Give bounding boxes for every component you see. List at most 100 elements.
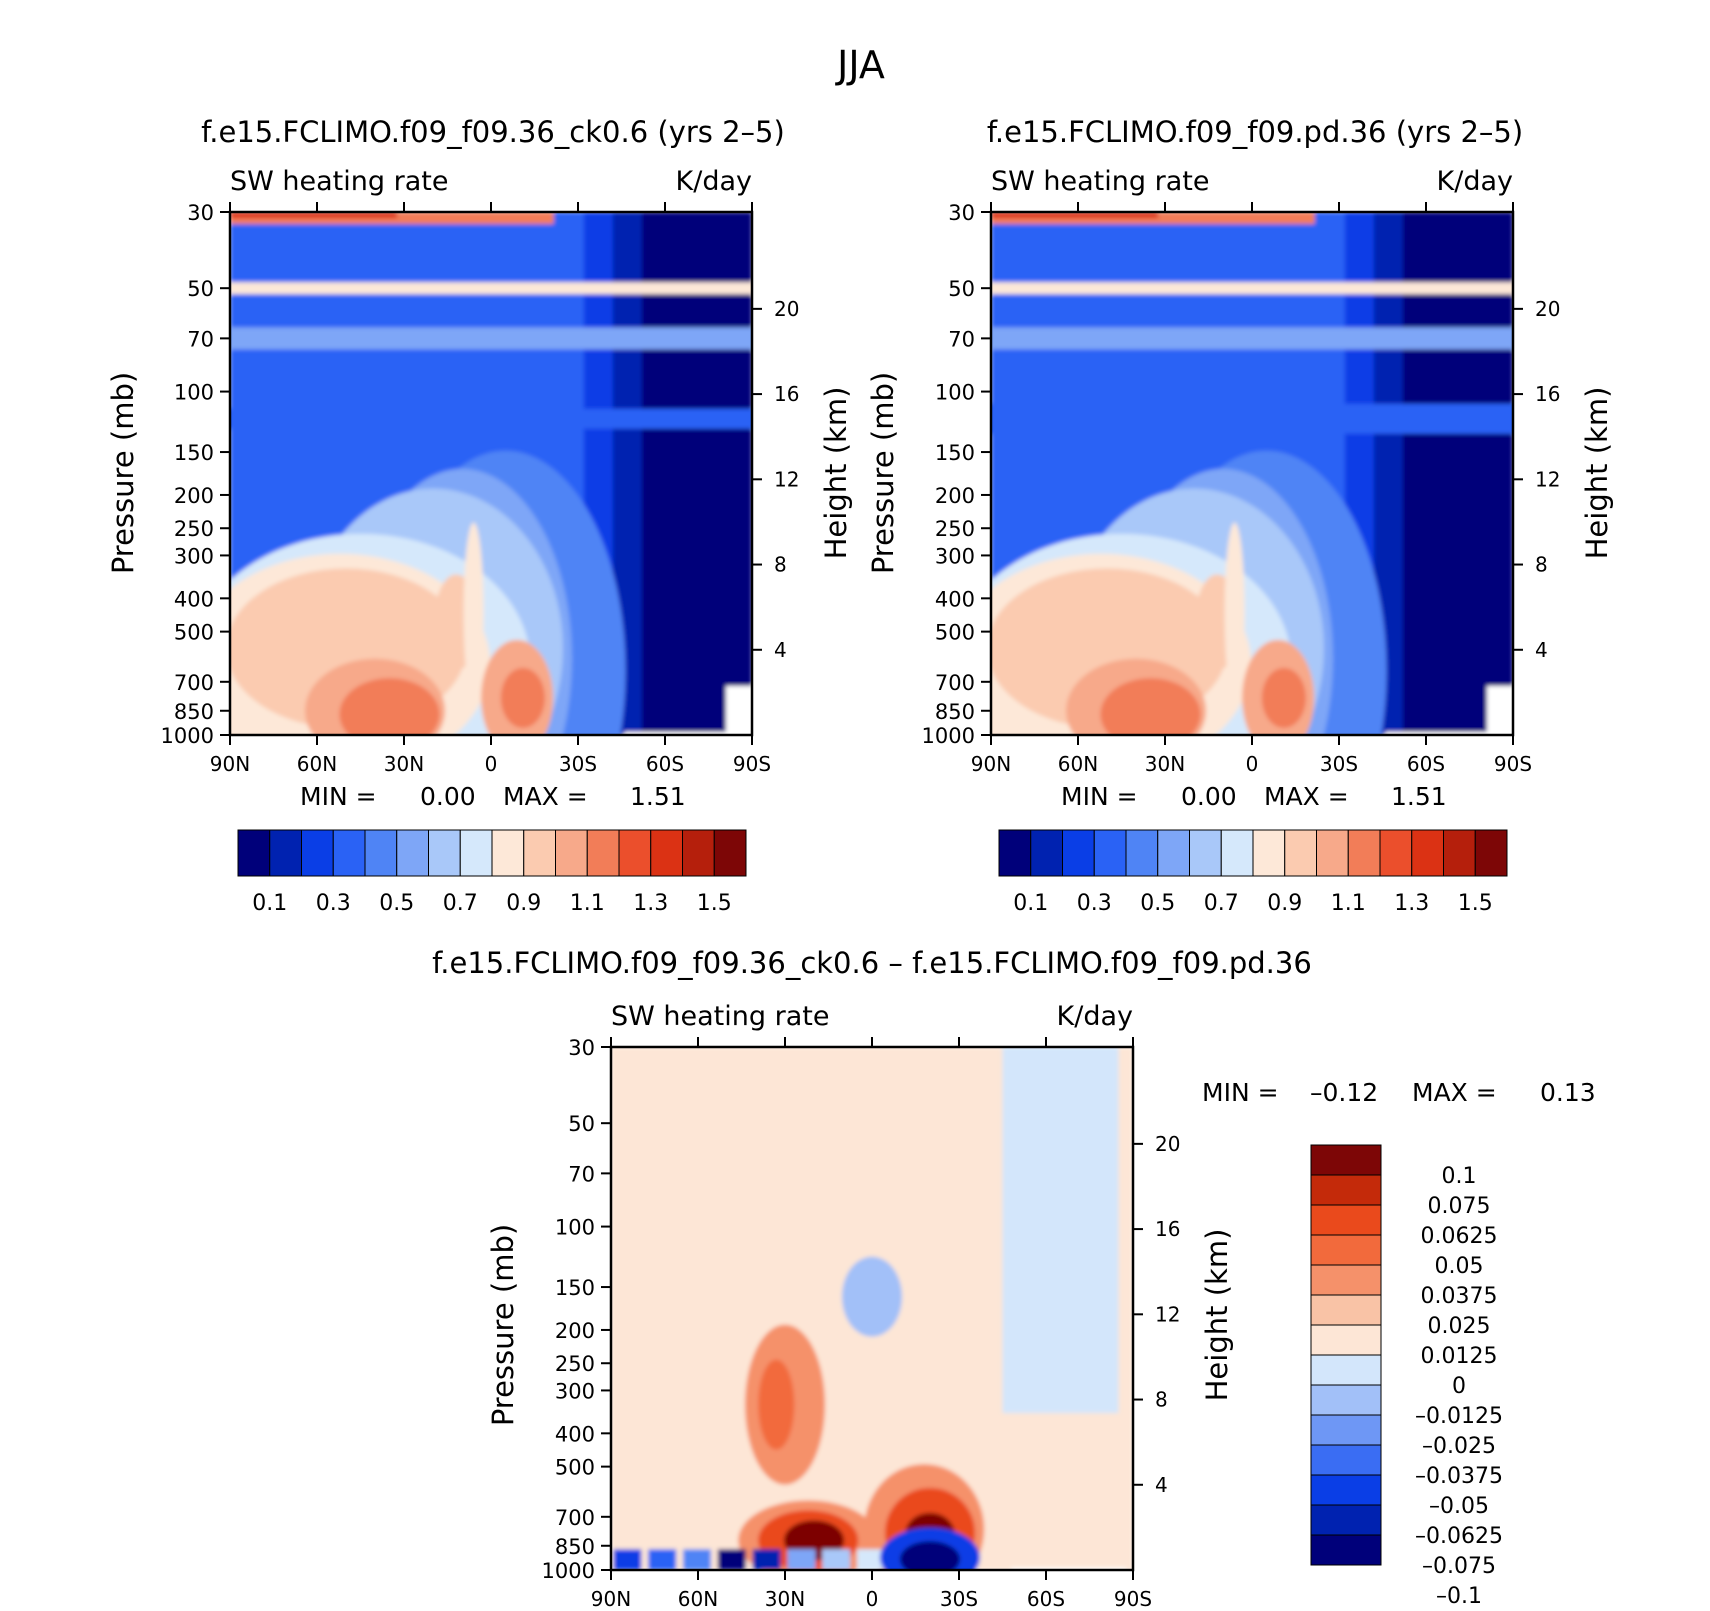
- pressure-tick-label: 500: [935, 621, 975, 645]
- lat-tick-label: 60N: [1058, 752, 1098, 776]
- colorbar-box: [998, 829, 1032, 877]
- colorbar-box: [555, 829, 588, 877]
- minmax: MIN = 0.00 MAX = 1.51: [300, 782, 686, 811]
- field-layers: [991, 212, 1513, 735]
- band-0.8: [230, 282, 752, 295]
- colorbar-box: [1310, 1204, 1382, 1236]
- below-ground: [1486, 686, 1513, 735]
- colorbar-box: [332, 829, 366, 877]
- band-0.0: [1402, 212, 1513, 735]
- figure-title: JJA: [835, 43, 885, 87]
- lat-tick-label: 90S: [1494, 752, 1532, 776]
- colorbar-label: –0.1: [1436, 1584, 1482, 1609]
- pressure-tick-label: 300: [555, 1379, 595, 1403]
- colorbar-box: [1220, 829, 1254, 877]
- colorbar-label: –0.0625: [1415, 1524, 1503, 1549]
- band-0.3: [991, 403, 1513, 434]
- pressure-tick-label: 30: [187, 201, 214, 225]
- pressure-tick-label: 150: [555, 1276, 595, 1300]
- pressure-tick-label: 30: [568, 1036, 595, 1060]
- left-string: SW heating rate: [991, 166, 1209, 197]
- lat-tick-label: 60S: [1407, 752, 1445, 776]
- colorbar-label: 0.7: [443, 891, 478, 916]
- band-0.8: [463, 522, 484, 703]
- max-label: MAX =: [1412, 1078, 1497, 1107]
- colorbar-box: [237, 829, 271, 877]
- band-0.05: [758, 1359, 795, 1450]
- height-tick-label: 12: [1155, 1302, 1180, 1326]
- pressure-tick-label: 700: [935, 671, 975, 695]
- pressure-tick-label: 250: [935, 517, 975, 541]
- min-value: 0.00: [420, 782, 476, 811]
- pressure-tick-label: 250: [555, 1352, 595, 1376]
- colorbar-label: 1.5: [1458, 891, 1493, 916]
- colorbar-label: 0.0625: [1421, 1224, 1498, 1249]
- colorbar-label: 0.7: [1204, 891, 1239, 916]
- pressure-tick-label: 400: [935, 587, 975, 611]
- colorbar-box: [491, 829, 525, 877]
- colorbar-box: [650, 829, 683, 877]
- y-axis-label: Pressure (mb): [866, 372, 900, 574]
- pressure-tick-label: 50: [948, 277, 975, 301]
- colorbar-label: 1.1: [1331, 891, 1366, 916]
- colorbar-label: 1.1: [570, 891, 605, 916]
- panel-1: f.e15.FCLIMO.f09_f09.36_ck0.6 (yrs 2–5) …: [106, 115, 853, 916]
- colorbar-label: 0.5: [1140, 891, 1175, 916]
- colorbar-label: 0.3: [1077, 891, 1112, 916]
- band-0.8: [1224, 522, 1245, 703]
- colorbar-box: [1284, 829, 1317, 877]
- height-tick-label: 20: [774, 297, 799, 321]
- min-value: 0.00: [1181, 782, 1237, 811]
- pressure-tick-label: 150: [174, 441, 214, 465]
- lat-tick-label: 30S: [1320, 752, 1358, 776]
- lat-tick-label: 0: [866, 1587, 879, 1611]
- colorbar-box: [1347, 829, 1381, 877]
- colorbar-box: [1474, 829, 1508, 877]
- field-layers: [611, 1047, 1133, 1570]
- colorbar-label: 0.0125: [1421, 1344, 1498, 1369]
- pressure-tick-label: 250: [174, 517, 214, 541]
- pressure-tick-label: 850: [174, 700, 214, 724]
- pressure-tick-label: 700: [174, 671, 214, 695]
- y-axis-label: Pressure (mb): [486, 1224, 520, 1426]
- height-tick-label: 16: [1535, 382, 1560, 406]
- pressure-tick-label: 400: [555, 1422, 595, 1446]
- pressure-tick-label: 70: [187, 327, 214, 351]
- colorbar-box: [682, 829, 715, 877]
- band-neg-0.025: [842, 1256, 902, 1337]
- colorbar-box: [1310, 1414, 1382, 1446]
- pressure-tick-label: 70: [568, 1162, 595, 1186]
- lat-tick-label: 60N: [297, 752, 337, 776]
- colorbar-label: 0.05: [1435, 1254, 1484, 1279]
- colorbar-box: [1310, 1294, 1382, 1326]
- colorbar-box: [1379, 829, 1413, 877]
- colorbar-box: [713, 829, 747, 877]
- negative-streak: [648, 1549, 677, 1570]
- pressure-tick-label: 100: [935, 381, 975, 405]
- below-ground: [1385, 731, 1513, 735]
- lat-tick-label: 90N: [591, 1587, 631, 1611]
- colorbar-label: 1.5: [697, 891, 732, 916]
- pressure-tick-label: 850: [935, 700, 975, 724]
- height-tick-label: 20: [1535, 297, 1560, 321]
- colorbar-label: 1.3: [1394, 891, 1429, 916]
- colorbar-label: –0.05: [1429, 1494, 1489, 1519]
- colorbar-label: –0.075: [1422, 1554, 1496, 1579]
- colorbar-label: 0.1: [1013, 891, 1048, 916]
- min-label: MIN =: [300, 782, 377, 811]
- band-1.1: [339, 678, 440, 735]
- pressure-tick-label: 150: [935, 441, 975, 465]
- colorbar-label: 1.3: [633, 891, 668, 916]
- pressure-tick-label: 500: [174, 621, 214, 645]
- band-1.1: [1100, 678, 1201, 735]
- right-string: K/day: [1437, 166, 1513, 197]
- pressure-tick-label: 100: [555, 1216, 595, 1240]
- colorbar-box: [586, 829, 620, 877]
- contour-field: [611, 1047, 1133, 1570]
- colorbar-label: –0.0125: [1415, 1404, 1503, 1429]
- colorbar-label: 0.5: [379, 891, 414, 916]
- panel-2: f.e15.FCLIMO.f09_f09.pd.36 (yrs 2–5) SW …: [866, 115, 1614, 916]
- max-value: 1.51: [1391, 782, 1447, 811]
- colorbar-label: 0.1: [1442, 1164, 1477, 1189]
- height-tick-label: 8: [1155, 1388, 1168, 1412]
